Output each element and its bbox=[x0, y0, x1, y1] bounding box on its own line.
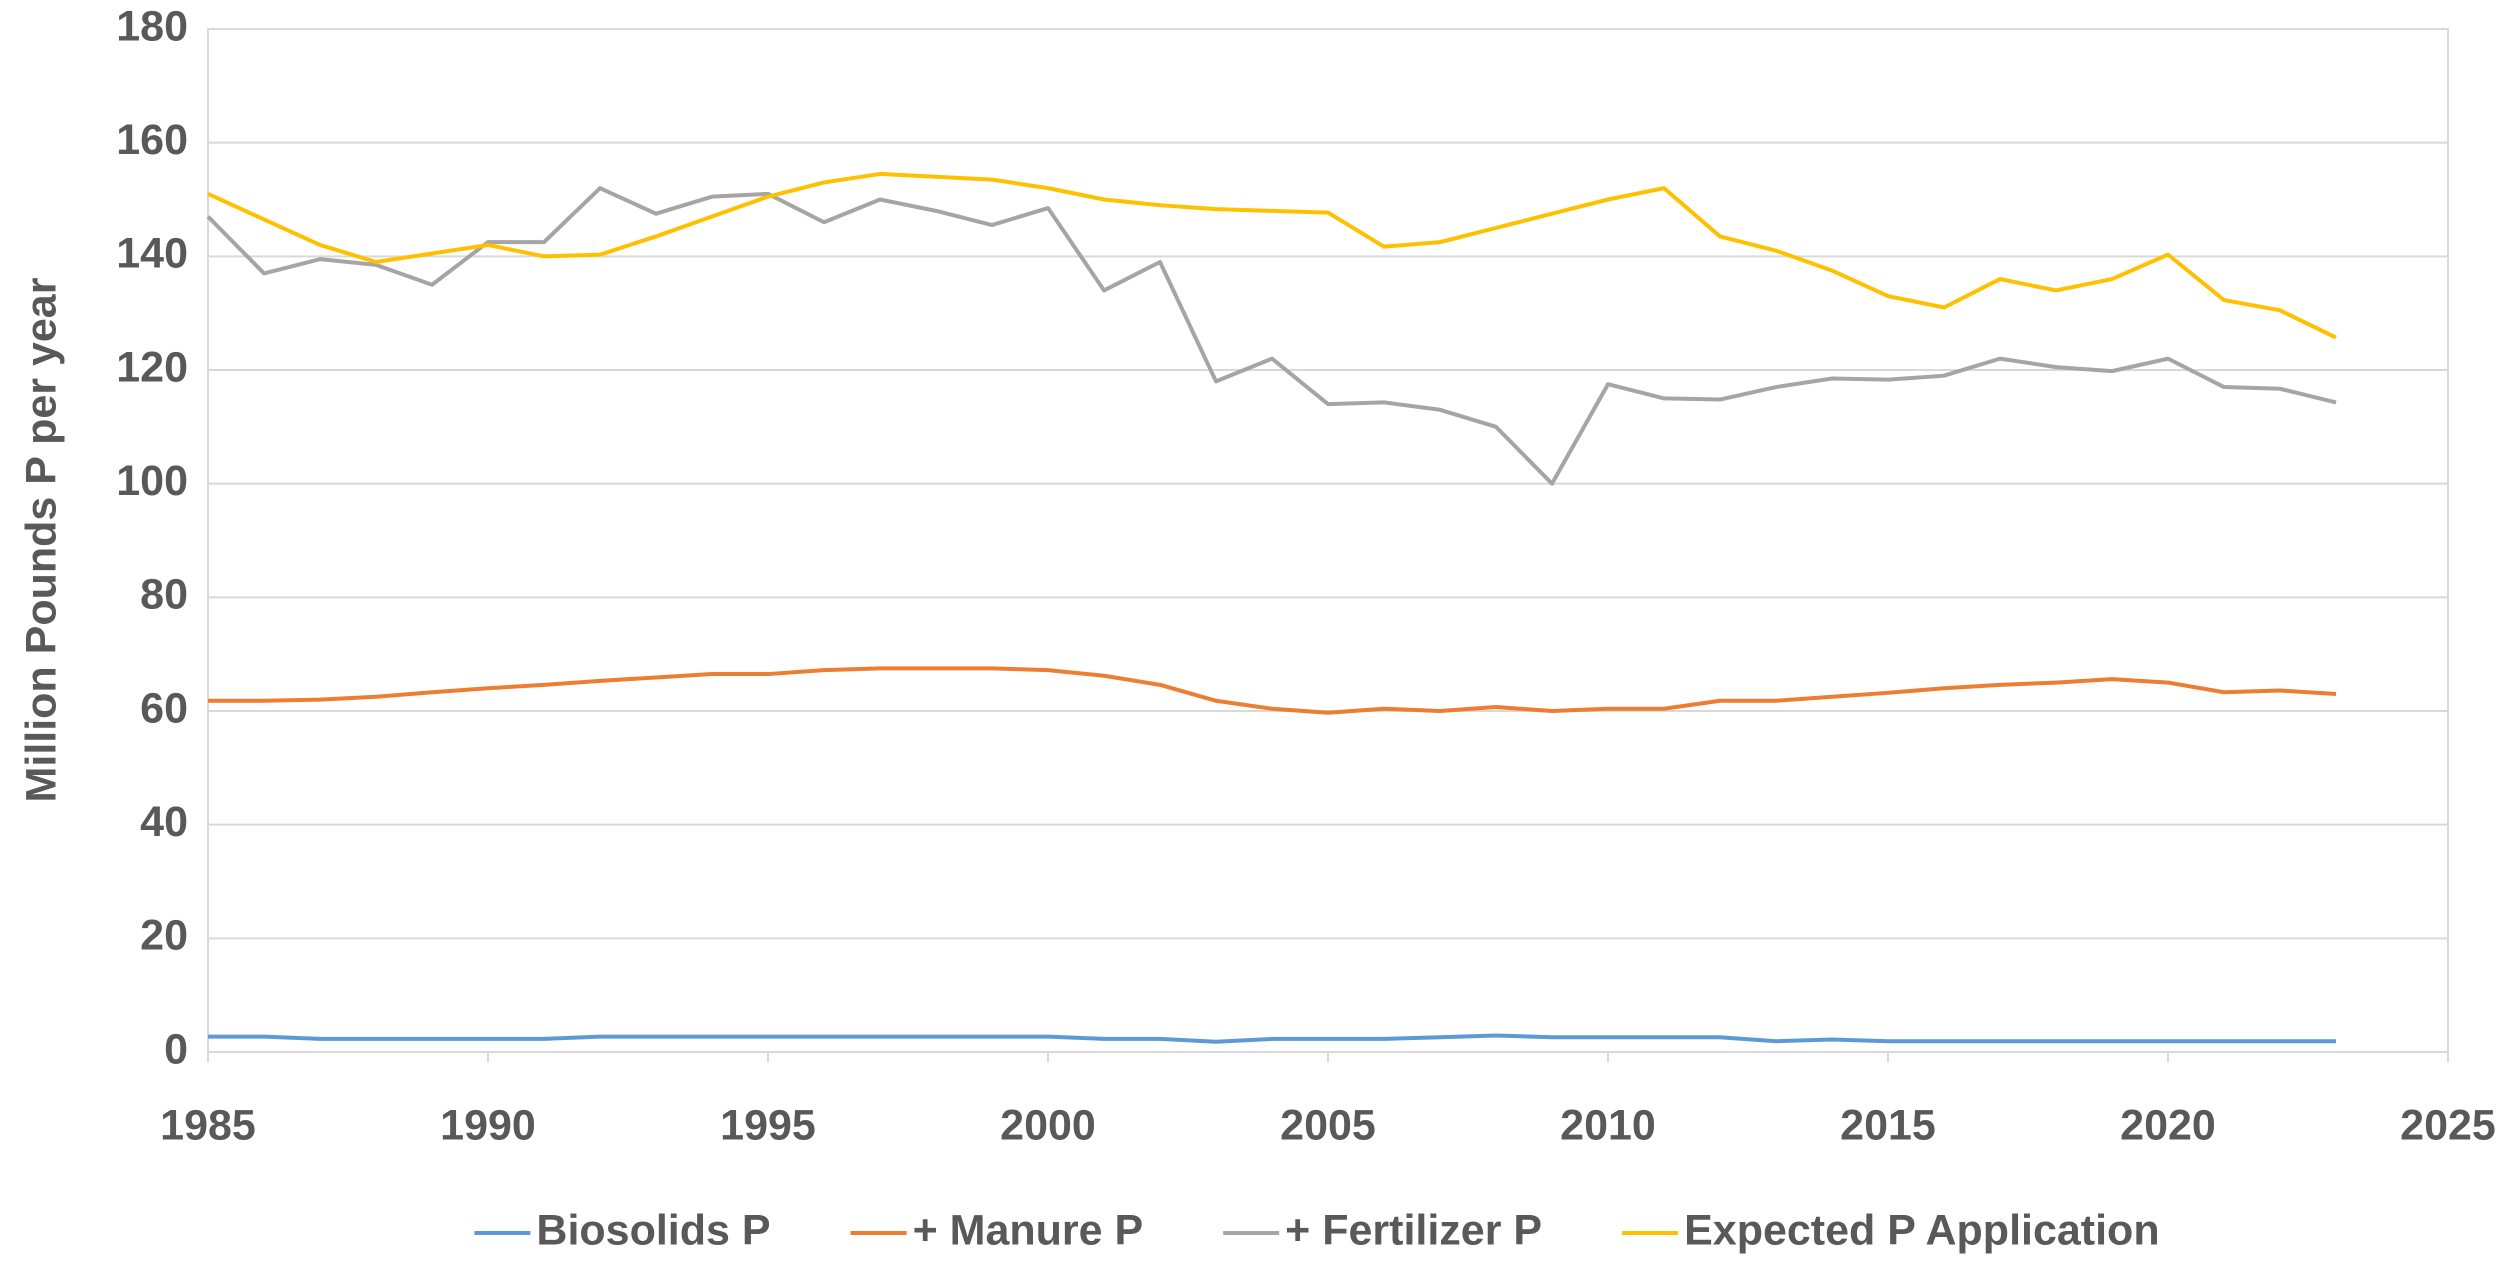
y-tick-label: 180 bbox=[116, 2, 188, 50]
legend-label: Biosolids P bbox=[536, 1206, 770, 1254]
y-tick-label: 100 bbox=[116, 457, 188, 505]
x-tick-label: 1985 bbox=[160, 1101, 256, 1149]
series-line bbox=[208, 666, 2337, 715]
y-tick-label: 60 bbox=[140, 684, 188, 732]
series-line bbox=[207, 171, 2337, 340]
series-line bbox=[208, 1033, 2336, 1044]
x-tick-label: 2025 bbox=[2400, 1101, 2496, 1149]
plot-border bbox=[207, 28, 2449, 1053]
y-tick-label: 80 bbox=[140, 571, 188, 619]
y-tick-label: 40 bbox=[140, 798, 188, 846]
x-tick-label: 2020 bbox=[2120, 1101, 2216, 1149]
x-tick-label: 2000 bbox=[1000, 1101, 1096, 1149]
x-tick-label: 2005 bbox=[1280, 1101, 1376, 1149]
y-tick-label: 140 bbox=[116, 230, 188, 278]
legend-label: + Manure P bbox=[913, 1206, 1144, 1254]
y-tick-label: 120 bbox=[116, 343, 188, 391]
series-line bbox=[206, 186, 2337, 486]
y-tick-label: 0 bbox=[164, 1025, 188, 1073]
x-tick-label: 1990 bbox=[440, 1101, 536, 1149]
y-tick-label: 160 bbox=[116, 116, 188, 164]
x-tick-label: 1995 bbox=[720, 1101, 816, 1149]
x-tick-label: 2010 bbox=[1560, 1101, 1656, 1149]
legend-label: Expected P Application bbox=[1684, 1206, 2160, 1254]
legend-label: + Fertilizer P bbox=[1285, 1206, 1542, 1254]
y-tick-label: 20 bbox=[140, 912, 188, 960]
y-axis-label: Million Pounds P per year bbox=[17, 277, 65, 802]
x-tick-label: 2015 bbox=[1840, 1101, 1936, 1149]
